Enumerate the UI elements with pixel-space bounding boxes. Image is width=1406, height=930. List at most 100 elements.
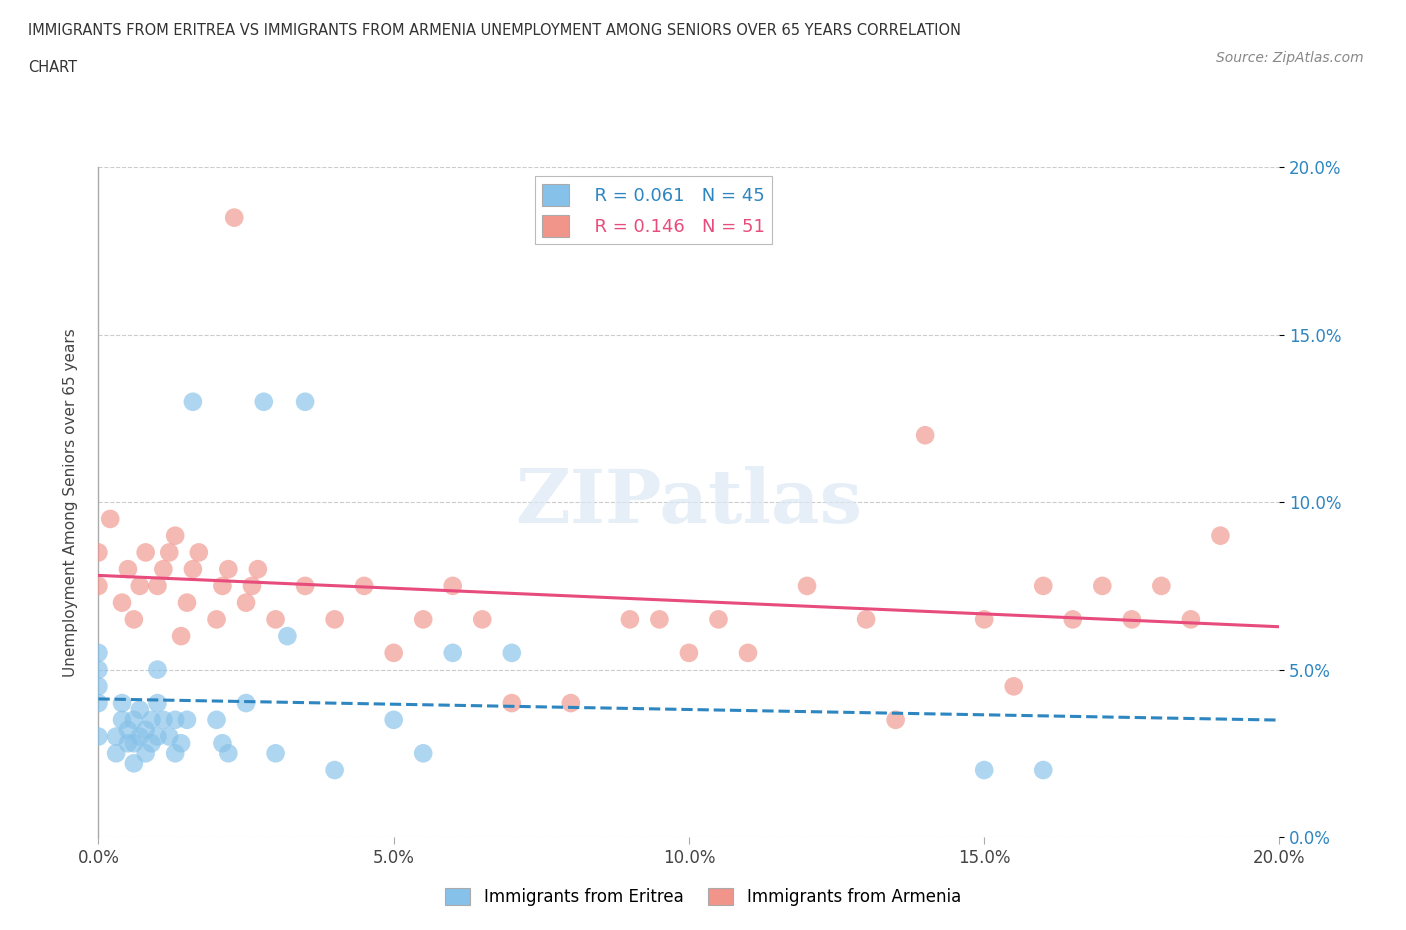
Point [170,736,193,751]
Point [87,662,110,677]
Point [122,756,145,771]
Legend:   R = 0.061   N = 45,   R = 0.146   N = 51: R = 0.061 N = 45, R = 0.146 N = 51 [534,177,772,244]
Point [87,696,110,711]
Point [141,736,163,751]
Point [152,562,174,577]
Point [382,645,405,660]
Point [264,746,287,761]
Point [105,729,128,744]
Point [441,578,464,593]
Point [187,545,209,560]
Point [165,528,187,543]
Point [181,562,204,577]
Point [884,712,907,727]
Point [678,645,700,660]
Point [217,562,239,577]
Point [87,679,110,694]
Point [157,729,180,744]
Point [87,729,110,744]
Point [128,702,150,717]
Point [855,612,877,627]
Point [217,746,239,761]
Point [135,545,157,560]
Point [648,612,671,627]
Point [240,578,263,593]
Point [211,578,233,593]
Point [382,712,405,727]
Y-axis label: Unemployment Among Seniors over 65 years: Unemployment Among Seniors over 65 years [63,328,77,677]
Point [205,612,228,627]
Text: Source: ZipAtlas.com: Source: ZipAtlas.com [1216,51,1364,65]
Point [128,578,150,593]
Point [128,729,150,744]
Point [412,746,434,761]
Point [170,629,193,644]
Point [176,595,198,610]
Point [87,645,110,660]
Point [412,612,434,627]
Text: CHART: CHART [28,60,77,75]
Point [117,562,139,577]
Point [135,723,157,737]
Point [87,578,110,593]
Point [1209,528,1232,543]
Point [122,712,145,727]
Point [111,712,134,727]
Point [146,662,169,677]
Point [619,612,641,627]
Point [141,712,163,727]
Point [707,612,730,627]
Text: ZIPatlas: ZIPatlas [516,466,862,538]
Point [1150,578,1173,593]
Point [117,736,139,751]
Point [1091,578,1114,593]
Point [146,729,169,744]
Point [235,696,257,711]
Point [796,578,818,593]
Point [181,394,204,409]
Point [98,512,121,526]
Point [165,746,187,761]
Point [973,763,995,777]
Point [176,712,198,727]
Point [323,612,346,627]
Text: IMMIGRANTS FROM ERITREA VS IMMIGRANTS FROM ARMENIA UNEMPLOYMENT AMONG SENIORS OV: IMMIGRANTS FROM ERITREA VS IMMIGRANTS FR… [28,23,962,38]
Point [1180,612,1202,627]
Point [973,612,995,627]
Point [211,736,233,751]
Point [1121,612,1143,627]
Point [111,595,134,610]
Point [146,696,169,711]
Legend: Immigrants from Eritrea, Immigrants from Armenia: Immigrants from Eritrea, Immigrants from… [439,881,967,912]
Point [1002,679,1025,694]
Point [122,612,145,627]
Point [87,545,110,560]
Point [253,394,276,409]
Point [224,210,246,225]
Point [135,746,157,761]
Point [560,696,582,711]
Point [501,696,523,711]
Point [105,746,128,761]
Point [471,612,494,627]
Point [157,545,180,560]
Point [294,394,316,409]
Point [1062,612,1084,627]
Point [441,645,464,660]
Point [353,578,375,593]
Point [501,645,523,660]
Point [205,712,228,727]
Point [914,428,936,443]
Point [146,578,169,593]
Point [152,712,174,727]
Point [246,562,269,577]
Point [737,645,759,660]
Point [122,736,145,751]
Point [235,595,257,610]
Point [264,612,287,627]
Point [1032,763,1054,777]
Point [294,578,316,593]
Point [323,763,346,777]
Point [117,723,139,737]
Point [111,696,134,711]
